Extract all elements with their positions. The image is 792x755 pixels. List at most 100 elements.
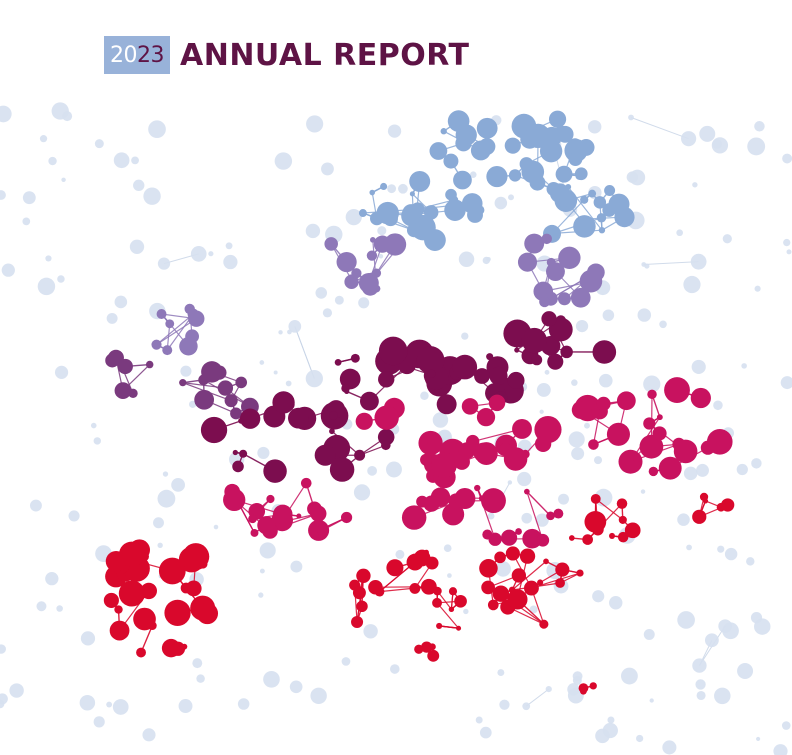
network-node [285,380,292,387]
network-node [656,414,663,421]
network-node [114,605,123,614]
network-node [573,215,596,238]
network-node [596,396,611,411]
network-node [230,407,242,420]
network-node [170,641,186,656]
network-node [213,524,219,530]
network-node [643,375,661,393]
network-node [609,532,616,539]
network-node [607,716,615,724]
network-node [223,488,246,512]
network-node [568,535,575,541]
network-node [414,644,424,654]
network-node [192,658,203,669]
network-node [593,456,603,465]
network-node [588,189,597,198]
network-node [334,358,342,366]
network-node [356,600,368,613]
network-node [580,195,589,204]
network-node [478,138,496,155]
network-node [578,683,589,693]
network-node [499,699,510,710]
network-node [341,657,351,666]
network-node [677,513,690,526]
network-node [473,442,494,463]
network-node [706,429,733,455]
network-node [593,196,607,209]
network-link [531,572,581,589]
network-node [363,624,378,639]
network-node [165,319,175,329]
network-node [406,223,421,238]
network-node [529,605,538,614]
network-node [196,602,219,625]
network-node [481,580,495,595]
network-node [341,383,350,393]
network-node [696,463,709,477]
network-node [691,359,706,374]
network-node [329,428,335,435]
network-node [746,557,755,566]
network-node [497,669,505,677]
network-node [461,332,469,340]
network-node [543,558,549,565]
network-node [447,573,452,578]
network-node [178,546,205,573]
network-node [151,339,162,350]
year-prefix: 20 [110,42,138,68]
network-node [431,452,457,478]
network-node [248,514,257,524]
network-node [381,440,391,451]
network-node [558,197,569,208]
network-node [345,209,362,226]
network-node [453,453,470,470]
network-node [640,489,646,494]
network-node [133,607,156,631]
network-node [129,239,145,254]
network-node [572,676,582,685]
network-node [479,726,492,739]
network-node [288,319,302,333]
network-node [274,152,293,170]
network-node [512,419,532,439]
network-node [395,549,405,559]
network-node [225,242,233,250]
network-node [525,123,551,149]
network-node [237,698,250,710]
network-node [383,233,407,256]
network-node [476,117,498,139]
network-node [239,449,248,458]
network-node [378,371,395,388]
network-node [495,561,511,577]
network-node [494,196,508,210]
network-node [504,137,521,154]
network-node [1,263,15,277]
network-node [624,522,641,539]
network-node [157,542,163,549]
network-node [0,644,6,654]
network-node [547,353,564,370]
network-node [628,114,634,121]
network-node [419,436,429,446]
network-node [0,105,12,123]
network-node [751,458,762,469]
network-node [489,366,508,386]
network-node [454,594,467,608]
network-node [558,493,570,505]
network-node [356,568,371,583]
network-node [223,254,238,270]
network-node [568,431,585,448]
network-node [39,135,48,143]
network-node [541,311,557,327]
report-header: 20 23 ANNUAL REPORT [104,36,469,74]
network-node [239,408,261,429]
network-node [673,439,698,464]
network-node [553,508,564,519]
network-node [681,131,697,147]
network-node [692,509,707,524]
network-node [372,284,381,293]
network-node [56,605,63,612]
network-node [344,274,359,290]
network-link [643,261,699,265]
network-node [505,546,520,561]
